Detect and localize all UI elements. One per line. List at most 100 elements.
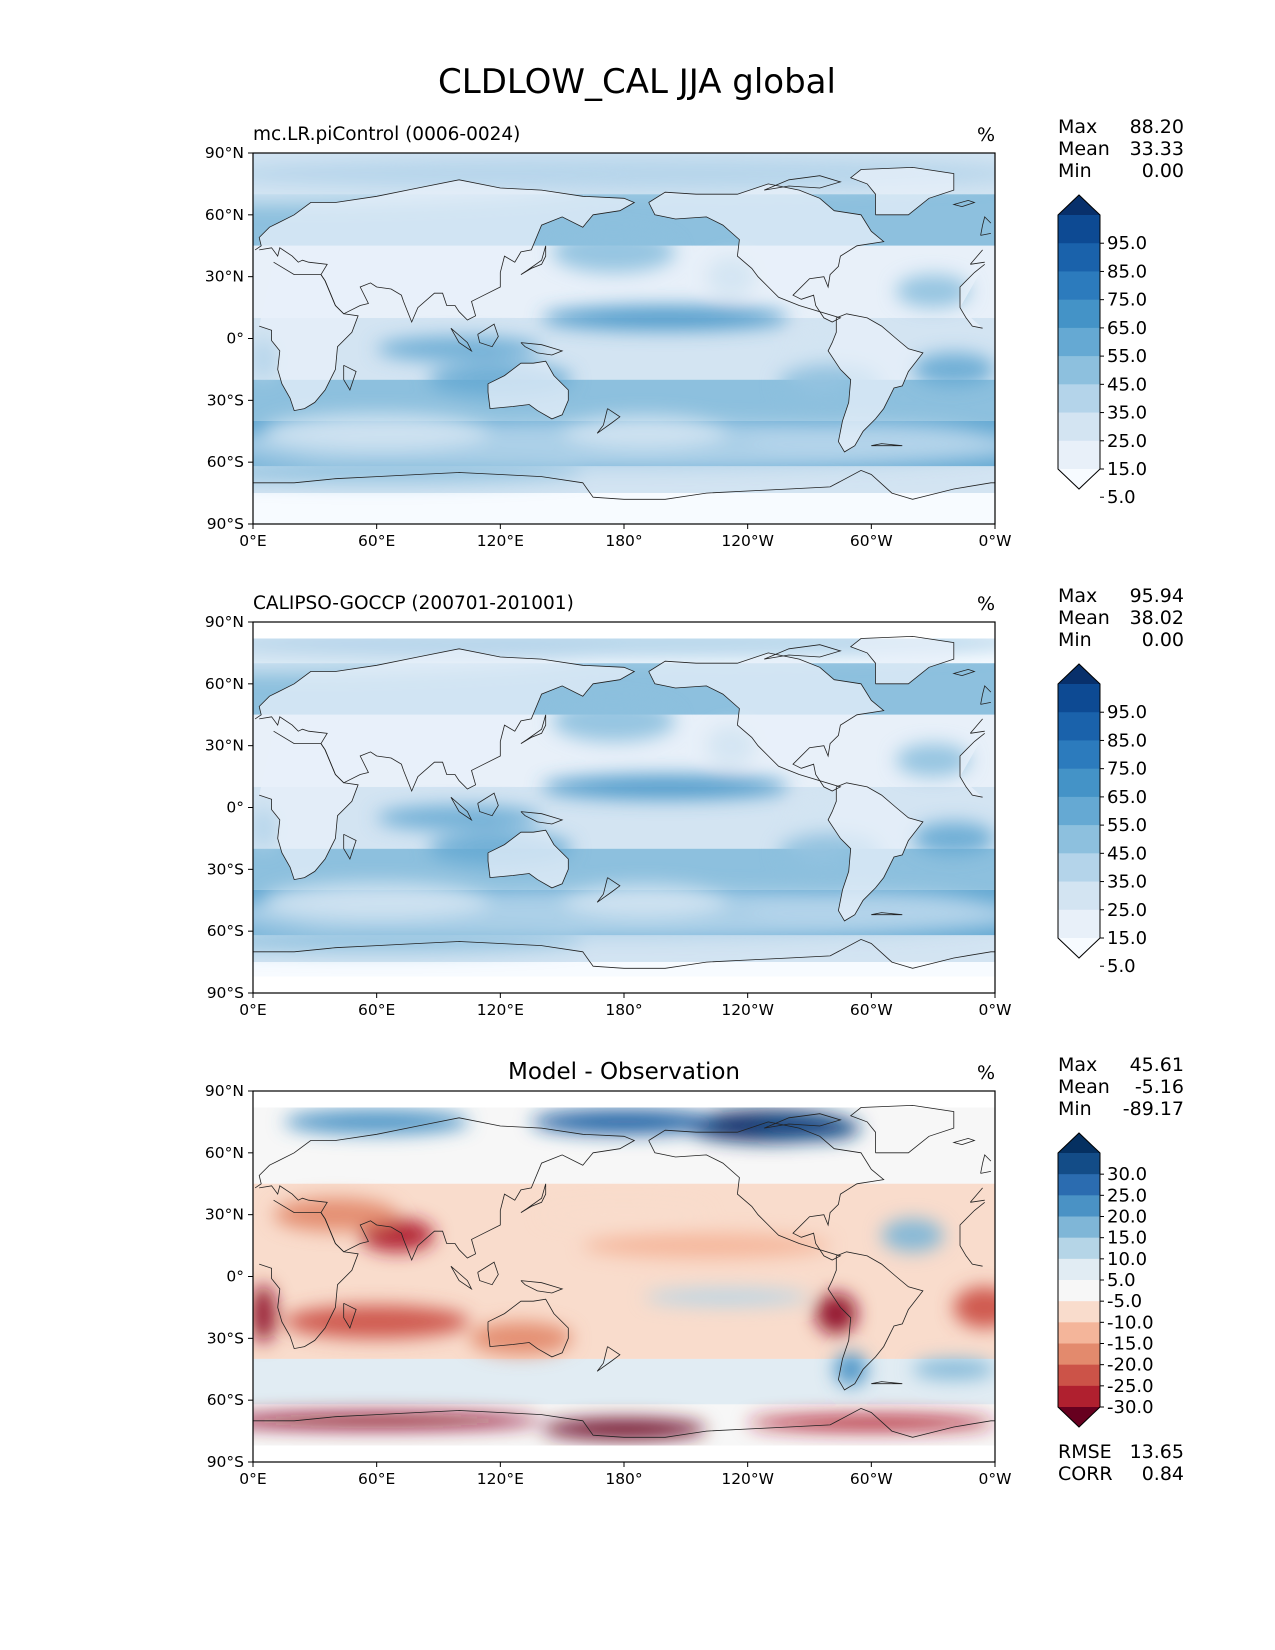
- colorbar-segment: [1058, 215, 1100, 244]
- difference-region: [912, 1358, 995, 1380]
- difference-region: [541, 1204, 707, 1225]
- land-fill: [828, 782, 923, 921]
- coastline: [520, 1280, 564, 1294]
- cloud-region: [747, 892, 995, 930]
- colorbar-tick-label: 75.0: [1107, 290, 1147, 311]
- coastline: [648, 652, 885, 792]
- coastline: [477, 323, 499, 348]
- colorbar-tick-label: 55.0: [1107, 346, 1147, 367]
- colorbar-segment: [1058, 1280, 1100, 1302]
- colorbar-tick-label: -15.0: [1107, 1334, 1154, 1355]
- units-label: %: [977, 1062, 995, 1084]
- coastline: [253, 938, 995, 969]
- x-tick-label: 60°E: [358, 1001, 395, 1019]
- colorbar-tick-label: 75.0: [1107, 759, 1147, 780]
- difference-region: [253, 1412, 542, 1430]
- x-tick-label: 0°W: [979, 1001, 1012, 1019]
- coastline: [253, 469, 995, 500]
- colorbar-tick-label: 15.0: [1107, 928, 1147, 949]
- stat-label: Max: [1058, 585, 1097, 607]
- coastline: [952, 1137, 976, 1145]
- coastline: [827, 1251, 924, 1391]
- stat-value: 88.20: [1130, 116, 1184, 138]
- coastline: [450, 1265, 473, 1291]
- stat-value: -5.16: [1135, 1076, 1184, 1098]
- coastline: [871, 912, 903, 916]
- panel-2: CALIPSO-GOCCP (200701-201001) % 0°E 60°E 120…: [205, 585, 1184, 1019]
- stat-label: Max: [1058, 116, 1097, 138]
- colorbar-segment: [1058, 881, 1100, 911]
- colorbar-segment: [1058, 243, 1100, 272]
- cloud-region: [541, 774, 789, 800]
- land-fill: [850, 636, 954, 684]
- coastline: [980, 216, 992, 236]
- colorbar-tick-label: -25.0: [1107, 1376, 1154, 1397]
- panel-3: Model - Observation % 0°E 60°E 120°E 180° 120°…: [205, 1054, 1184, 1488]
- colorbar-segment: [1058, 853, 1100, 883]
- difference-region: [283, 1305, 470, 1339]
- cloud-region: [747, 423, 995, 461]
- stat-label: Mean: [1058, 607, 1110, 629]
- cloud-region: [263, 412, 491, 450]
- difference-region: [469, 1321, 573, 1355]
- colorbar-tick-label: 85.0: [1107, 261, 1147, 282]
- cloud-region: [896, 274, 971, 308]
- colorbar-extend-max: [1058, 664, 1100, 684]
- coastline: [487, 360, 569, 420]
- coastline: [477, 792, 499, 817]
- colorbar-segment: [1058, 1195, 1100, 1217]
- coastline: [520, 1183, 547, 1213]
- cloud-region: [253, 931, 583, 952]
- coastline: [450, 796, 473, 822]
- stat-label: Max: [1058, 1054, 1097, 1076]
- difference-region: [953, 1286, 995, 1329]
- figure-title: CLDLOW_CAL JJA global: [438, 62, 836, 102]
- cloud-region: [376, 805, 542, 831]
- y-tick-label: 0°: [226, 330, 244, 348]
- panel-title: mc.LR.piControl (0006-0024): [253, 124, 520, 145]
- coastline: [259, 261, 985, 412]
- zonal-band: [253, 493, 995, 524]
- land-fill: [648, 183, 884, 322]
- stat-label: Mean: [1058, 1076, 1110, 1098]
- colorbar-segment: [1058, 384, 1100, 414]
- colorbar-tick-label: 45.0: [1107, 374, 1147, 395]
- coastline: [980, 1154, 992, 1174]
- difference-region: [815, 1292, 857, 1335]
- stat-value: 13.65: [1130, 1441, 1184, 1463]
- stat-label: CORR: [1058, 1463, 1113, 1485]
- colorbar-segment: [1058, 1237, 1100, 1260]
- y-tick-label: 60°S: [207, 1391, 244, 1409]
- stat-value: 38.02: [1130, 607, 1184, 629]
- missing-data-band: [253, 1091, 995, 1108]
- panel-1: mc.LR.piControl (0006-0024) % 0°E 60°E 120°E…: [205, 116, 1184, 550]
- stat-label: Min: [1058, 1098, 1092, 1120]
- coastline: [849, 166, 955, 216]
- x-tick-label: 180°: [605, 532, 642, 550]
- colorbar-tick-label: 35.0: [1107, 872, 1147, 893]
- units-label: %: [977, 124, 995, 146]
- x-tick-label: 0°E: [239, 1470, 266, 1488]
- cloud-region: [562, 883, 728, 917]
- coastline: [477, 1261, 499, 1286]
- x-tick-label: 0°E: [239, 1001, 266, 1019]
- colorbar-segment: [1058, 1322, 1100, 1344]
- stat-label: Min: [1058, 160, 1092, 182]
- coastline: [520, 245, 547, 275]
- coastline: [764, 175, 842, 191]
- y-tick-label: 30°N: [205, 737, 244, 755]
- colorbar-tick-label: -30.0: [1107, 1397, 1154, 1418]
- coastline: [980, 685, 992, 705]
- coastline: [487, 829, 569, 889]
- colorbar: 95.0 85.0 75.0 65.0 55.0 45.0 35.0 25.0 15.0 5.0: [1057, 663, 1147, 977]
- colorbar: 30.025.020.015.010.05.0-5.0-10.0-15.0-20…: [1057, 1132, 1154, 1428]
- colorbar-tick-label: 95.0: [1107, 702, 1147, 723]
- colorbar-segment: [1058, 796, 1100, 826]
- colorbar-segment: [1058, 299, 1100, 329]
- y-tick-label: 30°S: [207, 860, 244, 878]
- colorbar-tick-label: 30.0: [1107, 1164, 1147, 1185]
- colorbar-tick-label: 95.0: [1107, 233, 1147, 254]
- cloud-region: [541, 305, 789, 331]
- colorbar-tick-label: 45.0: [1107, 843, 1147, 864]
